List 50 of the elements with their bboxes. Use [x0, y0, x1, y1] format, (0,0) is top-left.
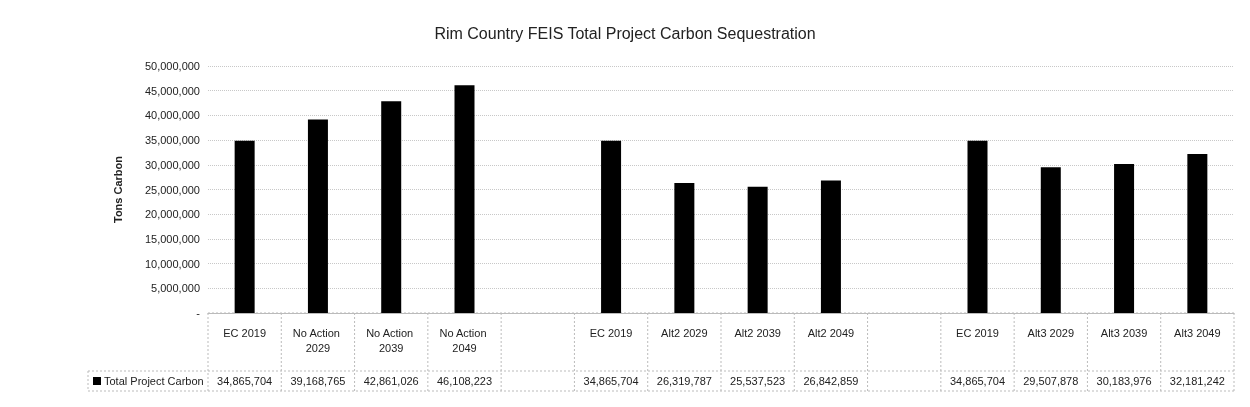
data-label: 32,181,242: [1169, 375, 1225, 387]
bar: [820, 180, 841, 313]
x-tick-label: EC 2019: [956, 326, 999, 339]
data-label: 25,537,523: [730, 375, 786, 387]
bar: [381, 101, 402, 313]
y-tick-label: -: [196, 307, 201, 319]
x-tick-label: Alt2 2029: [661, 326, 708, 339]
bar: [747, 186, 768, 313]
y-tick-label: 20,000,000: [144, 208, 200, 221]
data-label: 34,865,704: [217, 375, 273, 387]
bar: [1187, 154, 1208, 313]
y-tick-label: 35,000,000: [144, 134, 200, 147]
legend-label: Total Project Carbon: [104, 375, 204, 387]
x-tick-label: EC 2019: [589, 326, 633, 339]
y-axis-title: Tons Carbon: [111, 155, 124, 224]
x-tick-label: EC 2019: [223, 326, 267, 339]
data-label: 42,861,026: [363, 375, 419, 387]
y-tick-label: 5,000,000: [151, 282, 200, 295]
x-tick-label: No Action 2049: [439, 326, 490, 354]
y-tick-label: 10,000,000: [144, 257, 200, 270]
bar: [454, 85, 475, 313]
data-label: 39,168,765: [290, 375, 346, 387]
x-tick-label: Alt3 2029: [1027, 326, 1075, 339]
bar: [307, 119, 328, 313]
data-label: 26,842,859: [803, 375, 859, 387]
data-label: 26,319,787: [656, 375, 712, 387]
data-label: 46,108,223: [436, 375, 493, 387]
bar: [601, 140, 622, 313]
y-tick-label: 50,000,000: [144, 60, 200, 72]
x-tick-label: Alt2 2039: [734, 326, 781, 339]
bar: [967, 140, 988, 313]
x-tick-label: Alt3 2049: [1174, 326, 1221, 339]
bar: [1114, 163, 1135, 313]
x-tick-label: Alt3 2039: [1100, 326, 1148, 339]
data-label: 34,865,704: [583, 375, 639, 387]
y-tick-label: 40,000,000: [144, 109, 200, 122]
data-label: 30,183,976: [1096, 375, 1152, 387]
chart-title: Rim Country FEIS Total Project Carbon Sequestration: [434, 24, 816, 42]
x-tick-label: No Action 2039: [366, 326, 417, 354]
bar: [1040, 167, 1061, 313]
y-tick-label: 30,000,000: [144, 158, 200, 171]
y-tick-label: 45,000,000: [144, 84, 200, 97]
x-tick-label: Alt2 2049: [807, 326, 855, 339]
data-label: 29,507,878: [1023, 375, 1079, 387]
x-tick-label: No Action 2029: [292, 326, 343, 354]
bar: [674, 182, 695, 313]
data-label: 34,865,704: [949, 375, 1006, 387]
y-tick-label: 25,000,000: [144, 183, 200, 196]
bar: [234, 140, 255, 313]
y-tick-label: 15,000,000: [144, 232, 200, 245]
